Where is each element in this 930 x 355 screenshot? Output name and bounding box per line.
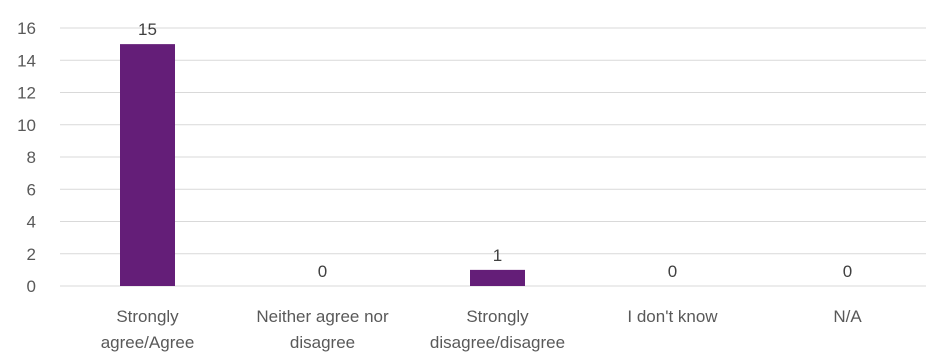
y-axis-ticks: 0 2 4 6 8 10 12 14 16 <box>17 19 36 296</box>
category-label: Strongly agree/Agree <box>101 307 195 352</box>
bar-value-label: 15 <box>138 20 157 39</box>
gridlines <box>60 27 926 287</box>
category-label-line: agree/Agree <box>101 333 195 352</box>
category-label-line: Strongly <box>466 307 529 326</box>
category-label-line: I don't know <box>627 307 718 326</box>
x-axis-categories: Strongly agree/Agree Neither agree nor disa… <box>101 307 863 352</box>
category-label-line: disagree/disagree <box>430 333 565 352</box>
bar-value-label: 0 <box>668 262 677 281</box>
y-tick-label: 14 <box>17 51 36 70</box>
y-tick-label: 2 <box>27 245 36 264</box>
bar <box>120 44 175 286</box>
y-tick-label: 16 <box>17 19 36 38</box>
category-label-line: N/A <box>833 307 862 326</box>
y-tick-label: 6 <box>27 180 36 199</box>
bars <box>120 44 525 286</box>
category-label: Neither agree nor disagree <box>256 307 389 352</box>
y-tick-label: 0 <box>27 277 36 296</box>
category-label-line: Strongly <box>116 307 179 326</box>
bar-value-label: 0 <box>843 262 852 281</box>
y-tick-label: 12 <box>17 84 36 103</box>
category-label: Strongly disagree/disagree <box>430 307 565 352</box>
category-label-line: disagree <box>290 333 355 352</box>
data-labels: 15 0 1 0 0 <box>138 20 852 281</box>
bar <box>470 269 525 286</box>
y-tick-label: 10 <box>17 116 36 135</box>
category-label: N/A <box>833 307 862 326</box>
y-tick-label: 4 <box>27 213 36 232</box>
category-label: I don't know <box>627 307 718 326</box>
y-tick-label: 8 <box>27 148 36 167</box>
bar-value-label: 0 <box>318 262 327 281</box>
bar-value-label: 1 <box>493 246 502 265</box>
category-label-line: Neither agree nor <box>256 307 389 326</box>
